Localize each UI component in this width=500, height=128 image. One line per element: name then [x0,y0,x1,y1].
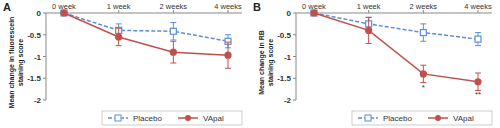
error-bar [170,23,176,40]
y-tick [293,56,296,57]
y-tick [293,100,296,101]
x-tick-label: 4 weeks [464,2,492,11]
legend-label: VApal [203,114,224,123]
data-point [475,79,481,85]
legend-box [102,111,242,125]
y-tick-label: -0.5 [27,31,41,40]
error-bar [420,65,426,82]
panel: B Mean change in RBstaining score 0 -0.5 -1 -… [253,1,492,125]
data-point [170,49,176,55]
series-line [314,13,478,82]
data-point [475,36,481,42]
y-tick-label: -2 [34,96,42,105]
data-point [366,27,372,33]
error-bar [116,28,122,45]
x-axis [46,13,242,14]
legend-label: VApal [453,114,474,123]
x-tick-label: 4 weeks [214,2,242,11]
legend-marker [115,115,121,121]
y-tick-label: -1 [34,53,42,62]
data-point [420,30,426,36]
y-tick-label: -0.5 [277,31,291,40]
x-tick-label: 2 weeks [410,2,438,11]
error-bar [170,41,176,63]
panel: A Mean change in fluoresceinstaining scor… [3,1,242,125]
y-tick [293,34,296,35]
data-point [116,34,122,40]
legend-marker [185,115,191,121]
data-point [225,52,231,58]
legend: Placebo VApal [352,111,492,125]
data-point [311,10,317,16]
error-bar [475,33,481,46]
error-bar [366,17,372,43]
x-tick-label: 2 weeks [160,2,188,11]
panel-label: A [3,1,11,13]
figure: A Mean change in fluoresceinstaining scor… [0,0,500,128]
y-tick-label: -1 [284,53,292,62]
y-tick [293,13,296,14]
y-tick [43,78,46,79]
x-tick-label: 1 week [107,2,131,11]
error-bar [225,42,231,68]
x-tick-label: 1 week [357,2,381,11]
series-line [64,13,228,41]
data-point [61,10,67,16]
data-point [420,71,426,77]
y-tick [43,100,46,101]
data-point [170,28,176,34]
series-line [314,13,478,39]
y-tick [43,34,46,35]
legend-label: Placebo [133,114,162,123]
legend: Placebo VApal [102,111,242,125]
annotation: ** [475,90,481,99]
data-point [61,10,67,16]
legend-box [352,111,492,125]
x-axis [296,13,492,14]
y-tick-label: -1.5 [277,74,291,83]
y-tick-label: -2 [284,96,292,105]
y-tick-label: 0 [287,9,292,18]
legend-label: Placebo [383,114,412,123]
plot-area [311,10,481,90]
y-axis-label: Mean change in RBstaining score [258,30,275,95]
series-line [64,13,228,55]
panel-label: B [253,1,261,13]
y-tick [43,13,46,14]
y-tick-label: 0 [37,9,42,18]
annotation: * [422,83,425,92]
y-tick-label: -1.5 [27,74,41,83]
data-point [311,10,317,16]
error-bar [475,73,481,90]
y-axis-label: Mean change in fluoresceinstaining score [8,17,25,109]
legend-marker [365,115,371,121]
error-bar [420,24,426,41]
y-tick [43,56,46,57]
legend-marker [435,115,441,121]
plot-area [61,10,231,68]
y-tick [293,78,296,79]
